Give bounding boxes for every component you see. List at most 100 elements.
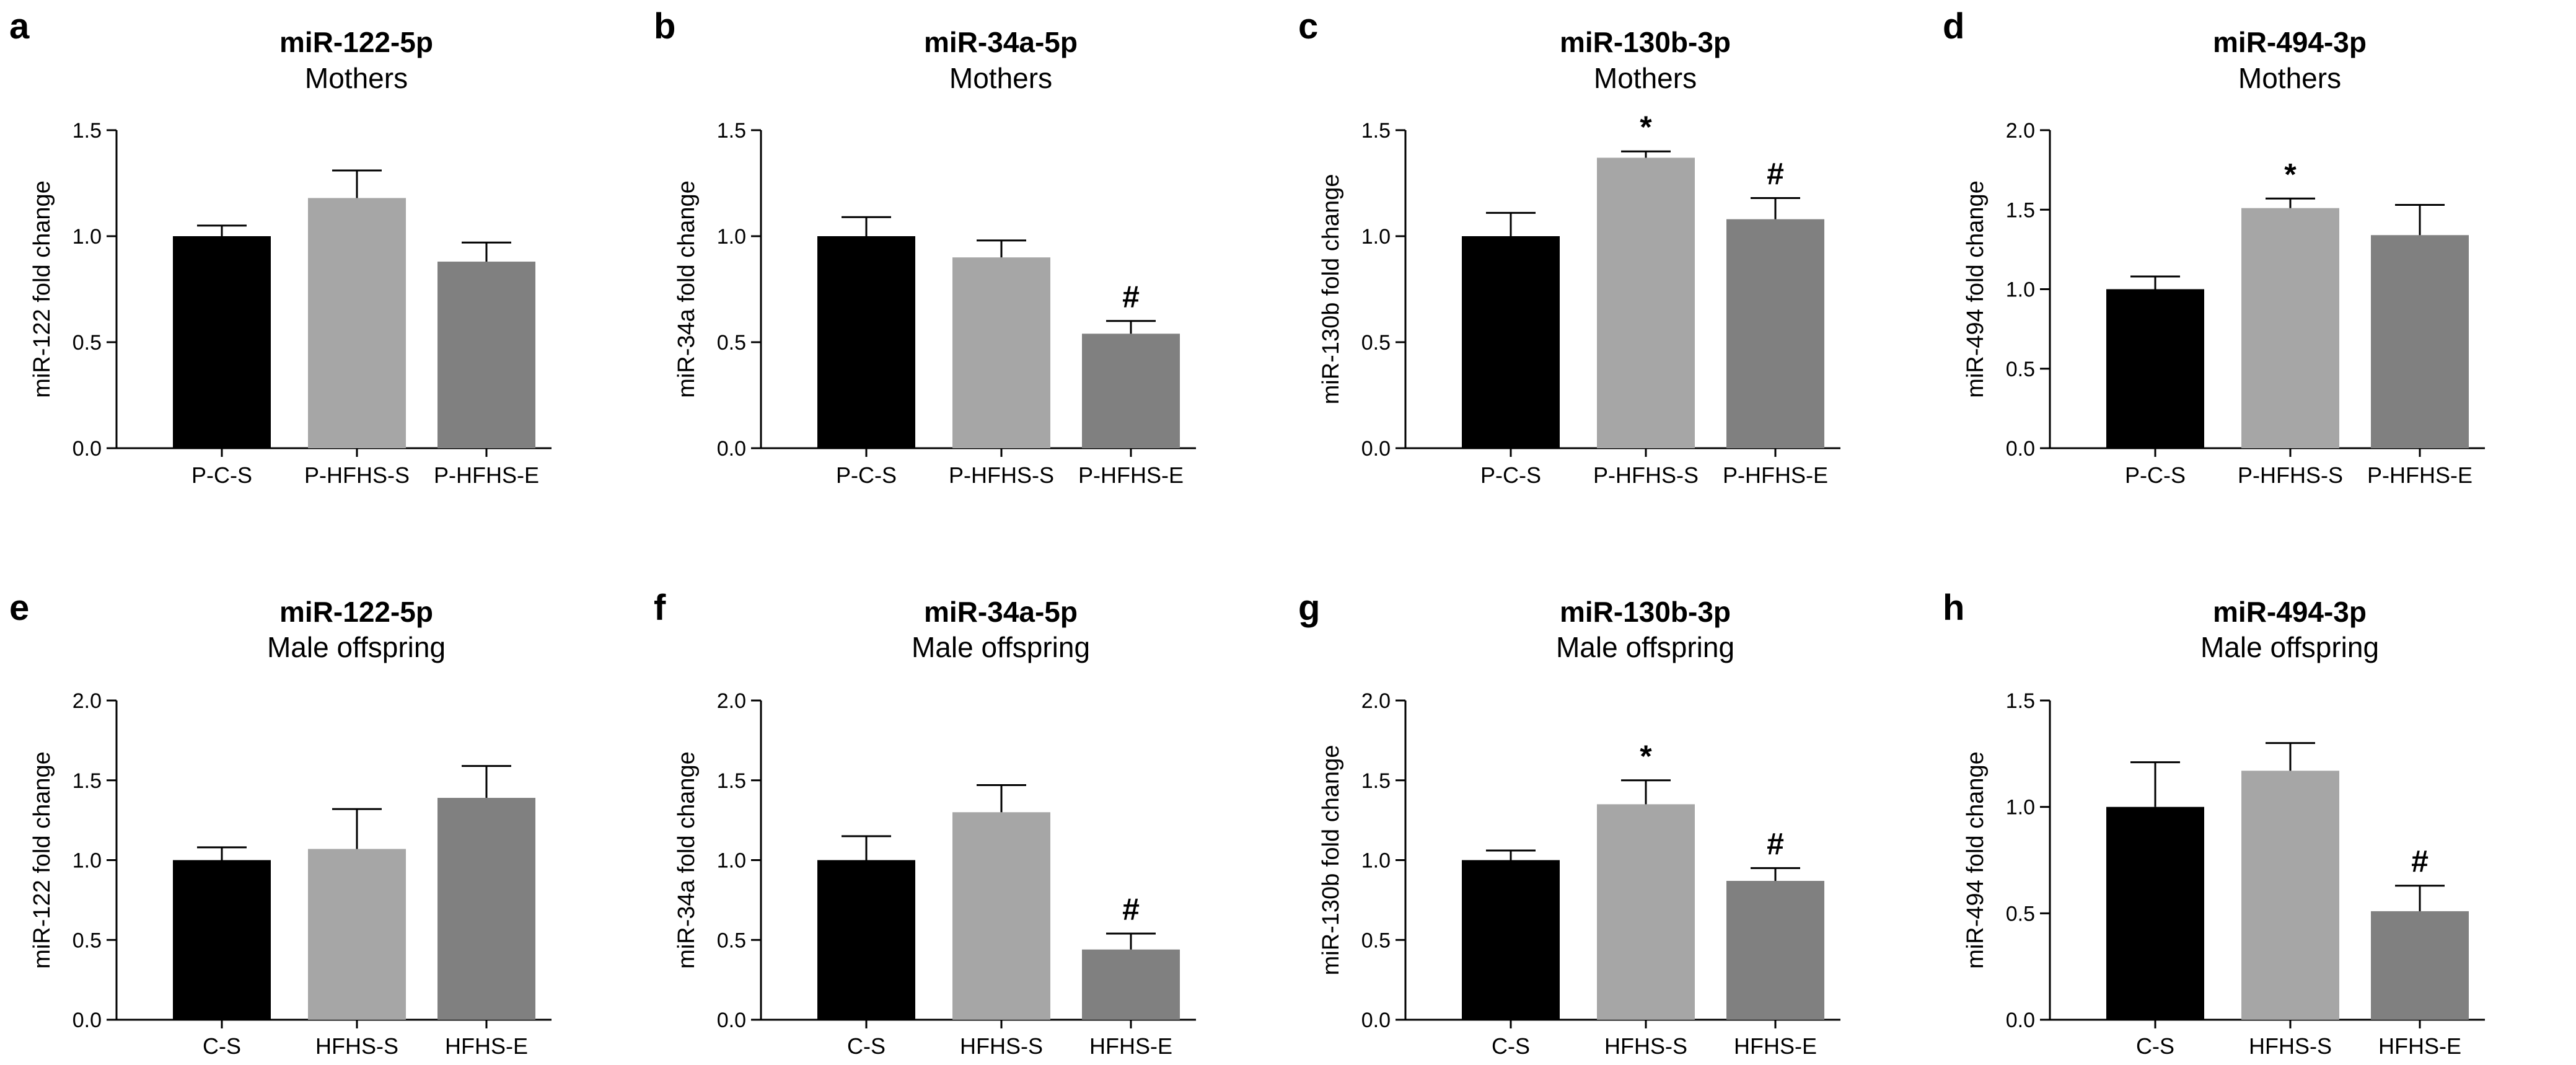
y-axis-label: miR-34a fold change xyxy=(674,751,700,969)
bar-HFHS-E xyxy=(1726,880,1824,1020)
y-tick-label: 2.0 xyxy=(1361,689,1391,713)
bar-P-HFHS-E xyxy=(1726,219,1824,448)
bar-P-C-S xyxy=(1462,236,1560,448)
y-tick-label: 0.5 xyxy=(2006,902,2035,926)
bar-C-S xyxy=(1462,860,1560,1020)
y-tick-label: 1.5 xyxy=(73,119,102,143)
y-tick-label: 1.0 xyxy=(73,225,102,249)
y-tick-label: 1.0 xyxy=(1361,225,1391,249)
bar-C-S xyxy=(2106,806,2204,1020)
y-tick-label: 0.5 xyxy=(73,929,102,952)
y-axis-label: miR-130b fold change xyxy=(1318,745,1344,976)
y-tick-label: 0.5 xyxy=(1361,929,1391,952)
bar-P-C-S xyxy=(817,236,915,448)
y-tick-label: 1.0 xyxy=(1361,849,1391,873)
panel-label: h xyxy=(1943,588,1964,628)
chart-title: miR-494-3p xyxy=(2213,26,2367,58)
panel-label: g xyxy=(1298,588,1320,628)
chart-title: miR-130b-3p xyxy=(1560,26,1731,58)
chart-title: miR-34a-5p xyxy=(924,26,1078,58)
y-tick-label: 1.0 xyxy=(717,849,746,873)
x-tick-label: P-HFHS-S xyxy=(949,462,1054,488)
y-tick-label: 0.0 xyxy=(1361,437,1391,461)
y-axis-label: miR-494 fold change xyxy=(1963,751,1989,969)
x-tick-label: P-HFHS-S xyxy=(1593,462,1699,488)
bar-P-HFHS-E xyxy=(437,262,535,448)
x-tick-label: P-C-S xyxy=(191,462,252,488)
x-tick-label: HFHS-S xyxy=(2249,1033,2332,1059)
chart-subtitle: Mothers xyxy=(949,62,1052,94)
y-axis-label: miR-130b fold change xyxy=(1318,174,1344,405)
chart-title: miR-122-5p xyxy=(279,596,433,628)
y-tick-label: 0.5 xyxy=(2006,358,2035,381)
y-tick-label: 1.5 xyxy=(717,769,746,793)
y-tick-label: 1.5 xyxy=(1361,119,1391,143)
panel-label: d xyxy=(1943,6,1964,46)
y-tick-label: 1.0 xyxy=(73,849,102,873)
y-tick-label: 0.5 xyxy=(717,331,746,355)
chart-subtitle: Male offspring xyxy=(912,631,1090,663)
y-tick-label: 1.5 xyxy=(1361,769,1391,793)
y-tick-label: 2.0 xyxy=(717,689,746,713)
x-tick-label: HFHS-S xyxy=(1604,1033,1687,1059)
panel-label: b xyxy=(654,6,675,46)
panel-label: f xyxy=(654,588,666,628)
y-tick-label: 0.0 xyxy=(717,437,746,461)
y-tick-label: 1.0 xyxy=(2006,796,2035,820)
chart-subtitle: Mothers xyxy=(2238,62,2341,94)
bar-HFHS-S xyxy=(2241,771,2339,1020)
bar-P-HFHS-E xyxy=(2371,235,2469,448)
bar-P-HFHS-E xyxy=(1082,334,1180,448)
bar-P-C-S xyxy=(2106,289,2204,448)
bar-HFHS-S xyxy=(308,849,406,1020)
chart-panel-a: a miR-122-5p Mothers miR-122 fold change 0.0… xyxy=(9,6,552,488)
bar-HFHS-E xyxy=(2371,911,2469,1020)
x-tick-label: HFHS-E xyxy=(1734,1033,1817,1059)
x-tick-label: C-S xyxy=(2136,1033,2174,1059)
y-tick-label: 0.5 xyxy=(1361,331,1391,355)
y-tick-label: 0.0 xyxy=(73,437,102,461)
y-tick-label: 0.5 xyxy=(73,331,102,355)
significance-marker: # xyxy=(1122,280,1140,314)
x-tick-label: HFHS-S xyxy=(960,1033,1043,1059)
significance-marker: # xyxy=(1122,892,1140,927)
y-tick-label: 0.0 xyxy=(73,1009,102,1032)
chart-title: miR-494-3p xyxy=(2213,596,2367,628)
panel-label: e xyxy=(9,588,29,628)
x-tick-label: C-S xyxy=(1492,1033,1530,1059)
y-tick-label: 2.0 xyxy=(73,689,102,713)
y-tick-label: 1.5 xyxy=(73,769,102,793)
x-tick-label: P-C-S xyxy=(2125,462,2186,488)
y-tick-label: 2.0 xyxy=(2006,119,2035,143)
chart-subtitle: Mothers xyxy=(1594,62,1697,94)
bar-P-HFHS-S xyxy=(1597,157,1695,448)
chart-subtitle: Male offspring xyxy=(2200,631,2379,663)
significance-marker: # xyxy=(1767,826,1784,861)
y-tick-label: 0.0 xyxy=(2006,1009,2035,1032)
bar-HFHS-S xyxy=(1597,804,1695,1020)
y-tick-label: 1.5 xyxy=(717,119,746,143)
y-tick-label: 0.5 xyxy=(717,929,746,952)
y-tick-label: 1.5 xyxy=(2006,689,2035,713)
y-axis-label: miR-122 fold change xyxy=(29,751,55,969)
x-tick-label: HFHS-E xyxy=(2378,1033,2461,1059)
y-axis-label: miR-34a fold change xyxy=(674,180,700,398)
panel-label: c xyxy=(1298,6,1318,46)
significance-marker: * xyxy=(2284,157,2297,192)
y-tick-label: 1.0 xyxy=(2006,278,2035,302)
x-tick-label: HFHS-E xyxy=(1089,1033,1172,1059)
bar-C-S xyxy=(173,860,271,1020)
significance-marker: # xyxy=(1767,156,1784,191)
x-tick-label: P-HFHS-E xyxy=(1078,462,1184,488)
chart-subtitle: Male offspring xyxy=(267,631,446,663)
x-tick-label: P-HFHS-E xyxy=(2367,462,2473,488)
chart-title: miR-130b-3p xyxy=(1560,596,1731,628)
y-tick-label: 0.0 xyxy=(2006,437,2035,461)
x-tick-label: HFHS-E xyxy=(445,1033,528,1059)
bar-P-HFHS-S xyxy=(2241,208,2339,448)
y-tick-label: 0.0 xyxy=(1361,1009,1391,1032)
